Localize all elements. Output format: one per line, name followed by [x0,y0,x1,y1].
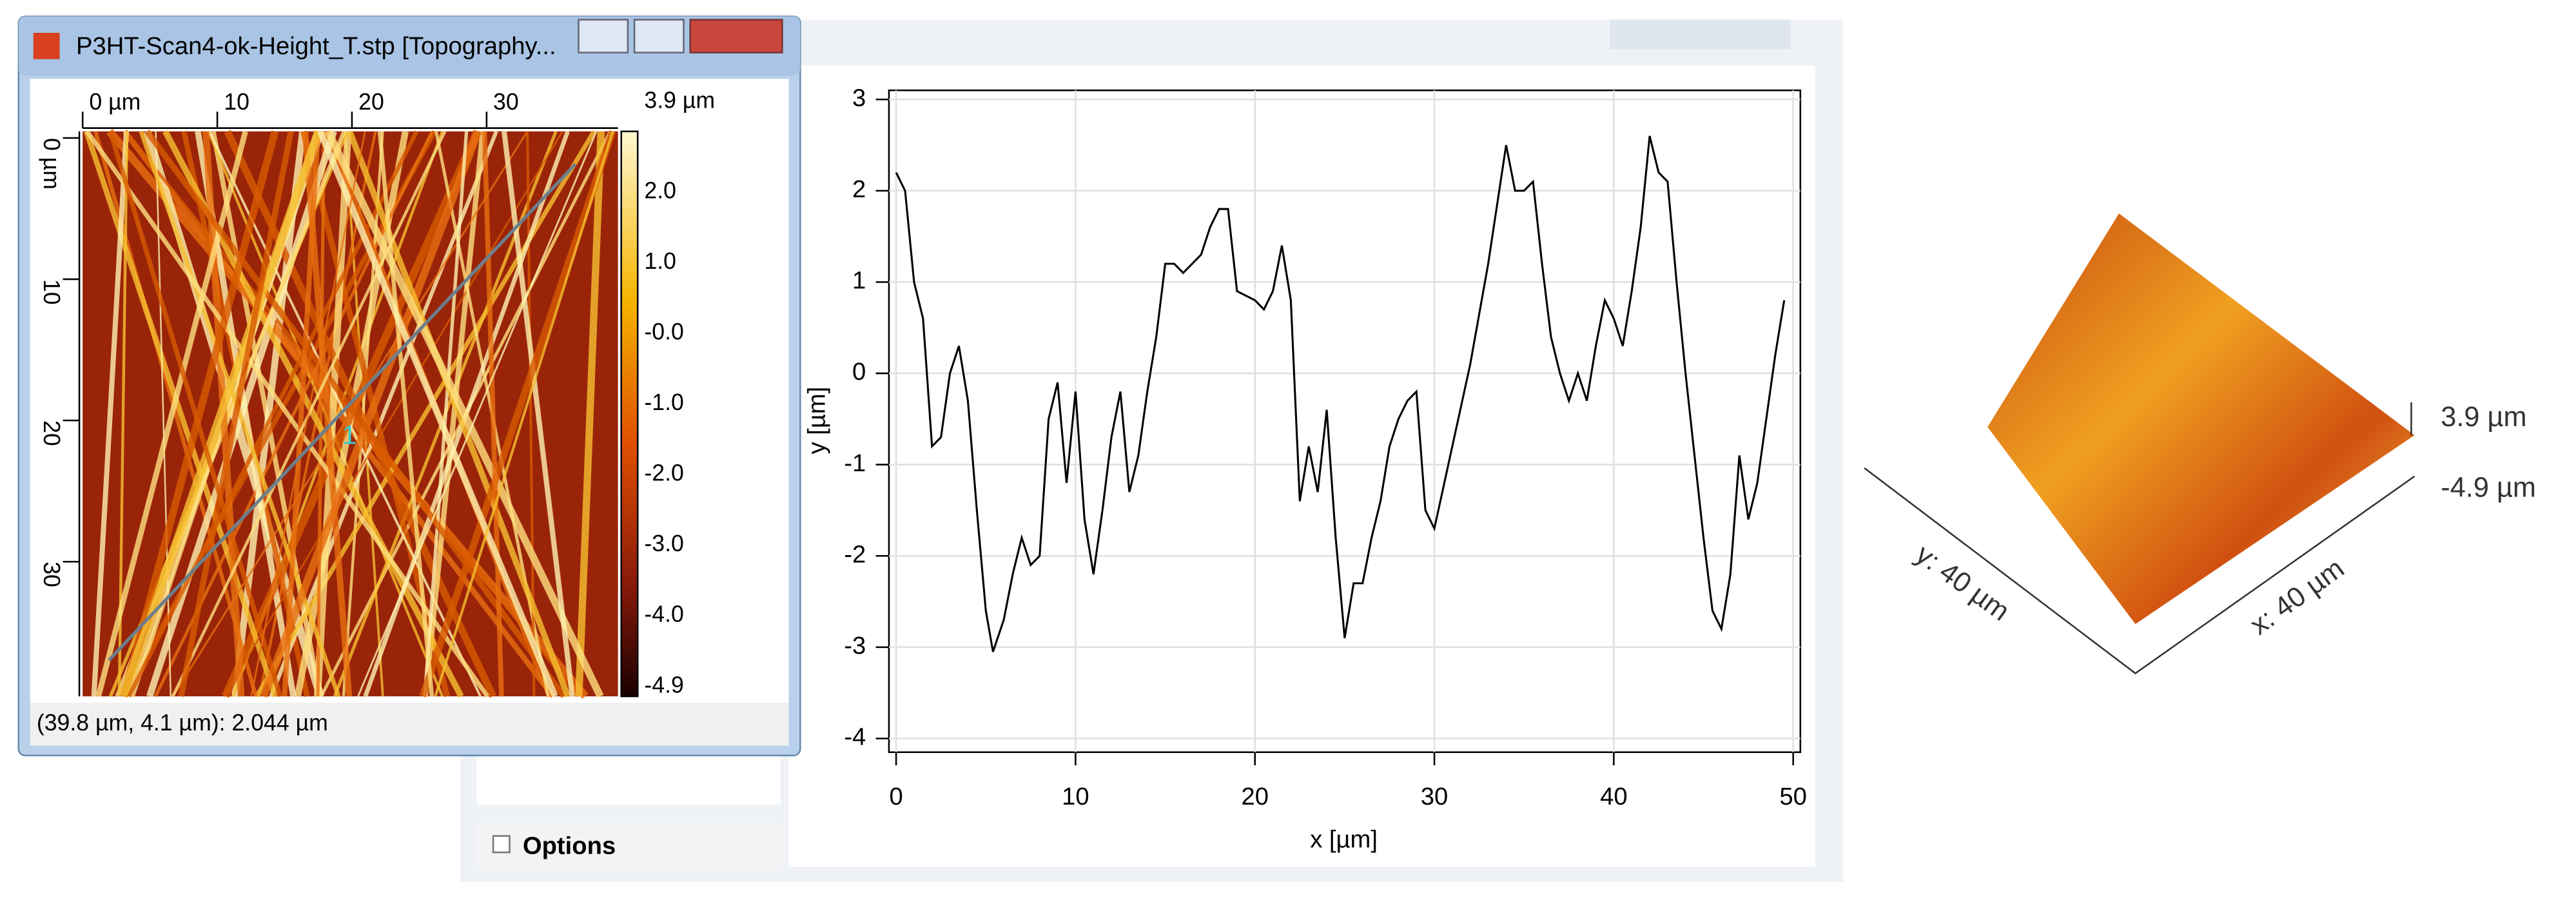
fiber [155,131,172,697]
x-ruler-label: 30 [493,89,519,115]
plot-area [788,65,1815,868]
x-tick-label: 20 [1241,783,1268,810]
fiber [482,131,504,697]
fiber [575,131,605,697]
fiber [324,130,604,698]
fiber [119,130,322,698]
y-ruler-label: 20 [39,420,64,446]
fiber [223,131,563,697]
options-label[interactable]: Options [523,832,616,860]
fiber [422,131,485,697]
x-tick-label: 30 [1421,783,1448,810]
fiber [314,131,352,697]
colorbar-label: -4.0 [644,602,683,627]
y-ruler-label: 0 µm [39,138,64,190]
x-ruler-label: 20 [358,89,384,115]
x-axis-label: x [µm] [1310,825,1378,853]
box-3d [1864,467,2415,675]
x-ruler-label: 10 [224,89,249,115]
x-axis-3d-label: x: 40 µm [2245,553,2350,641]
fiber [126,130,419,698]
x-tick-label: 10 [1062,783,1089,810]
y-tick-label: -3 [844,632,866,660]
colorbar-label: -4.9 [644,672,683,698]
window-buttons[interactable] [1610,19,1791,50]
fiber [434,131,614,697]
fiber [423,131,469,697]
fiber [222,130,482,698]
colorbar-label: 1.0 [644,248,676,274]
colorbar [620,130,639,698]
options-bar[interactable] [476,821,781,871]
fiber [120,130,279,698]
y-ruler-label: 30 [39,562,64,587]
fiber [302,131,353,697]
y-tick-label: 3 [852,84,866,112]
x-ruler-label: 0 µm [89,89,141,115]
x-tick-label: 0 [889,783,903,810]
colorbar-label: 2.0 [644,177,676,203]
status-text: (39.8 µm, 4.1 µm): 2.044 µm [37,710,328,736]
plot-frame [888,89,1802,754]
fiber [377,131,434,697]
z-max-label: 3.9 µm [2441,402,2526,433]
fiber [85,130,490,698]
fiber [83,130,278,698]
fiber [317,130,558,698]
fiber [144,130,567,698]
maximize-button[interactable] [633,19,685,54]
fiber [95,130,248,698]
minimize-button[interactable] [578,19,629,54]
y-tick-label: 0 [852,358,866,386]
fiber [316,131,326,697]
expand-icon[interactable] [492,835,511,854]
profile-line [108,162,577,661]
fiber [139,130,341,698]
surface-3d [1987,213,2415,625]
fiber [347,130,571,698]
y-axis-3d-label: y: 40 µm [1910,539,2015,627]
status-bar [30,703,789,746]
fiber [108,130,283,698]
fiber [91,131,130,697]
profile-curve [895,135,1786,652]
app-icon [33,32,60,59]
x-tick-label: 40 [1600,783,1628,810]
fiber [250,131,366,697]
colorbar-label: -3.0 [644,531,683,556]
fiber [255,130,596,698]
x-tick-label: 50 [1779,783,1806,810]
y-tick-label: -4 [844,723,866,751]
y-tick-label: 2 [852,175,866,203]
y-ruler-label: 10 [39,279,64,305]
colorbar-label: -2.0 [644,460,683,486]
y-axis-label: y [µm] [803,387,831,455]
y-tick-label: -1 [844,449,866,477]
y-tick-label: 1 [852,267,866,295]
window-title: P3HT-Scan4-ok-Height_T.stp [Topography..… [76,32,556,60]
profile-marker: 1 [342,420,357,449]
colorbar-label: 3.9 µm [644,87,715,113]
fiber [260,130,482,698]
fiber [178,130,294,697]
close-button[interactable] [689,19,783,54]
colorbar-label: -0.0 [644,319,683,345]
z-min-label: -4.9 µm [2441,473,2536,504]
fiber [357,131,598,697]
fiber [419,130,616,698]
colorbar-label: -1.0 [644,389,683,415]
y-tick-label: -2 [844,540,866,568]
